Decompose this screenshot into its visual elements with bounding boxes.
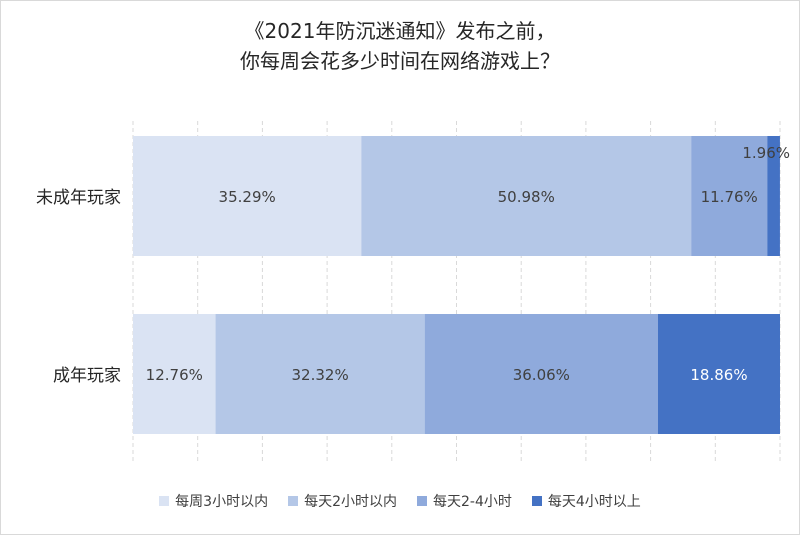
data-label: 18.86% <box>690 366 747 384</box>
bar-segment <box>133 314 216 434</box>
category-label: 成年玩家 <box>53 366 121 386</box>
legend-item: 每周3小时以内 <box>159 491 268 511</box>
legend-label-0: 每周3小时以内 <box>175 494 269 510</box>
bar-segment <box>657 314 780 434</box>
legend-label-1: 每天2小时以内 <box>304 494 398 510</box>
legend-label-2: 每天2-4小时 <box>433 494 512 510</box>
category-label: 未成年玩家 <box>36 188 121 208</box>
bars <box>133 136 780 434</box>
data-label: 11.76% <box>701 188 758 206</box>
bar-segment <box>767 136 780 256</box>
data-labels: 35.29% 50.98% 11.76% 1.96% 12.76% 32.32% 36.06… <box>146 144 790 384</box>
legend-swatch-1 <box>288 496 299 506</box>
chart-title-line-1: 《2021年防沉迷通知》发布之前， <box>244 19 556 43</box>
data-label: 36.06% <box>513 366 570 384</box>
data-label: 1.96% <box>742 144 790 162</box>
legend-swatch-3 <box>531 496 542 506</box>
legend-swatch-0 <box>159 496 170 506</box>
data-label: 12.76% <box>146 366 203 384</box>
legend-label-3: 每天4小时以上 <box>547 494 641 510</box>
bar-segment <box>691 136 768 256</box>
bar-segment <box>424 314 658 434</box>
data-label: 32.32% <box>292 366 349 384</box>
bar-segment <box>215 314 425 434</box>
bar-segment <box>361 136 692 256</box>
legend-item: 每天4小时以上 <box>531 491 641 511</box>
legend-swatch-2 <box>417 496 428 506</box>
legend: 每周3小时以内 每天2小时以内 每天2-4小时 每天4小时以上 <box>1 491 799 511</box>
bar-segment <box>133 136 362 256</box>
chart-title-line-2: 你每周会花多少时间在网络游戏上？ <box>240 49 560 73</box>
legend-item: 每天2小时以内 <box>288 491 397 511</box>
data-label: 35.29% <box>219 188 276 206</box>
legend-item: 每天2-4小时 <box>417 491 512 511</box>
data-label: 50.98% <box>498 188 555 206</box>
